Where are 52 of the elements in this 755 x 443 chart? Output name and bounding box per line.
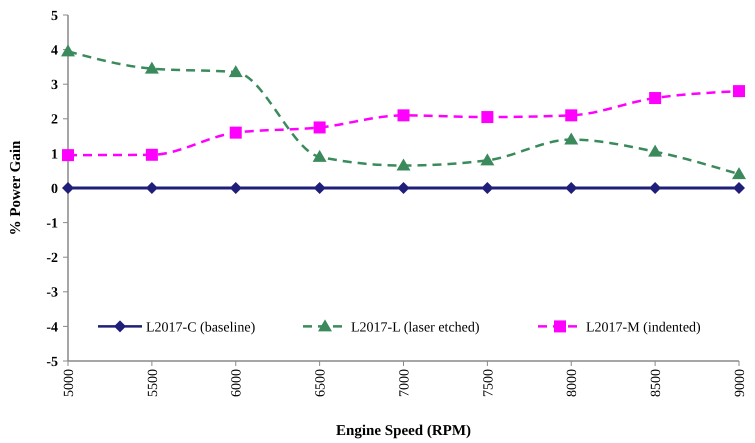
legend-label: L2017-C (baseline) xyxy=(146,320,256,336)
point xyxy=(733,85,745,98)
x-tick-label: 9000 xyxy=(732,369,748,397)
point xyxy=(61,44,75,56)
y-tick-label: 4 xyxy=(51,44,58,58)
point xyxy=(565,109,578,122)
x-tick-label: 8000 xyxy=(565,369,580,397)
legend-label: L2017-L (laser etched) xyxy=(351,320,480,336)
x-tick-label: 8500 xyxy=(649,369,664,397)
point xyxy=(732,167,746,180)
y-tick-label: -1 xyxy=(46,216,58,232)
point xyxy=(228,65,243,78)
point xyxy=(649,92,662,104)
y-tick-label: 1 xyxy=(51,147,58,162)
point xyxy=(398,109,410,122)
y-tick-label: -2 xyxy=(46,251,58,266)
point xyxy=(62,149,74,162)
x-tick-label: 5000 xyxy=(62,369,77,397)
point xyxy=(396,158,410,171)
point xyxy=(649,182,662,194)
point xyxy=(314,121,326,134)
y-tick-label: 0 xyxy=(51,182,58,197)
point xyxy=(480,153,494,166)
point xyxy=(398,182,410,194)
x-tick-label: 6500 xyxy=(314,369,329,397)
point xyxy=(312,150,327,162)
y-axis-title: % Power Gain xyxy=(8,140,24,236)
point xyxy=(230,126,242,139)
y-tick-label: 5 xyxy=(51,8,58,24)
x-tick-label: 5500 xyxy=(146,369,161,397)
point xyxy=(733,182,745,194)
point xyxy=(144,62,159,74)
x-tick-label: 6000 xyxy=(230,369,245,397)
point xyxy=(146,182,158,194)
legend-label: L2017-M (indented) xyxy=(586,320,702,336)
point xyxy=(481,111,494,124)
y-tick-label: -3 xyxy=(46,286,58,301)
y-tick-label: -5 xyxy=(46,354,58,370)
point xyxy=(62,182,74,194)
y-tick-label: 2 xyxy=(51,112,58,128)
point xyxy=(648,144,662,157)
point xyxy=(314,182,326,194)
point xyxy=(481,182,494,194)
y-tick-label: -4 xyxy=(46,320,58,336)
point xyxy=(230,182,242,194)
point xyxy=(565,182,578,194)
x-tick-label: 7000 xyxy=(397,369,412,397)
point xyxy=(564,132,578,145)
y-tick-label: 3 xyxy=(51,78,58,94)
x-axis-title: Engine Speed (RPM) xyxy=(336,423,472,439)
point xyxy=(146,148,158,161)
x-tick-label: 7500 xyxy=(481,369,496,397)
